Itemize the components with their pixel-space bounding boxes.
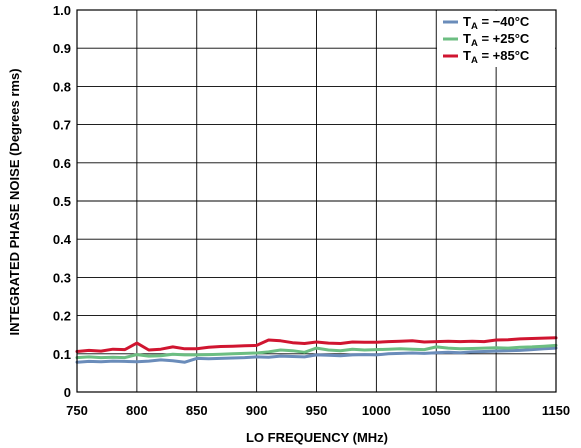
- x-axis-ticks: 750 800 850 900 950 1000 1050 1100 1150: [66, 403, 570, 418]
- x-tick-label: 750: [66, 403, 88, 418]
- y-tick-label: 0.8: [53, 79, 71, 94]
- legend-label: TA = −40°C: [463, 14, 530, 32]
- series-line: [75, 343, 558, 360]
- y-tick-label: 0.3: [53, 270, 71, 285]
- y-tick-label: 0.1: [53, 347, 71, 362]
- chart-legend: TA = −40°CTA = +25°CTA = +85°C: [437, 11, 555, 67]
- plot-frame: [76, 9, 557, 393]
- x-tick-label: 1100: [482, 403, 510, 418]
- y-axis-title: INTEGRATED PHASE NOISE (Degrees rms): [7, 68, 22, 335]
- x-tick-label: 900: [246, 403, 268, 418]
- y-axis-ticks: 0 0.1 0.2 0.3 0.4 0.5 0.6 0.7 0.8 0.9 1.0: [53, 3, 72, 400]
- series-line: [75, 346, 558, 364]
- x-tick-label: 1050: [422, 403, 451, 418]
- y-tick-label: 0.4: [53, 232, 72, 247]
- y-tick-label: 0.6: [53, 156, 71, 171]
- y-tick-label: 0: [64, 385, 71, 400]
- y-tick-label: 0.7: [53, 118, 71, 133]
- legend-label: TA = +25°C: [463, 31, 530, 49]
- x-tick-label: 1000: [362, 403, 391, 418]
- x-tick-label: 950: [306, 403, 328, 418]
- x-tick-label: 850: [186, 403, 208, 418]
- y-tick-label: 0.2: [53, 309, 71, 324]
- y-tick-label: 1.0: [53, 3, 71, 18]
- x-tick-label: 1150: [542, 403, 570, 418]
- chart-series: [75, 336, 558, 364]
- chart-grid: [76, 9, 557, 393]
- y-tick-label: 0.9: [53, 41, 71, 56]
- x-tick-label: 800: [126, 403, 148, 418]
- legend-label: TA = +85°C: [463, 48, 530, 66]
- x-axis-title: LO FREQUENCY (MHz): [246, 430, 388, 445]
- y-tick-label: 0.5: [53, 194, 71, 209]
- series-line: [75, 336, 558, 353]
